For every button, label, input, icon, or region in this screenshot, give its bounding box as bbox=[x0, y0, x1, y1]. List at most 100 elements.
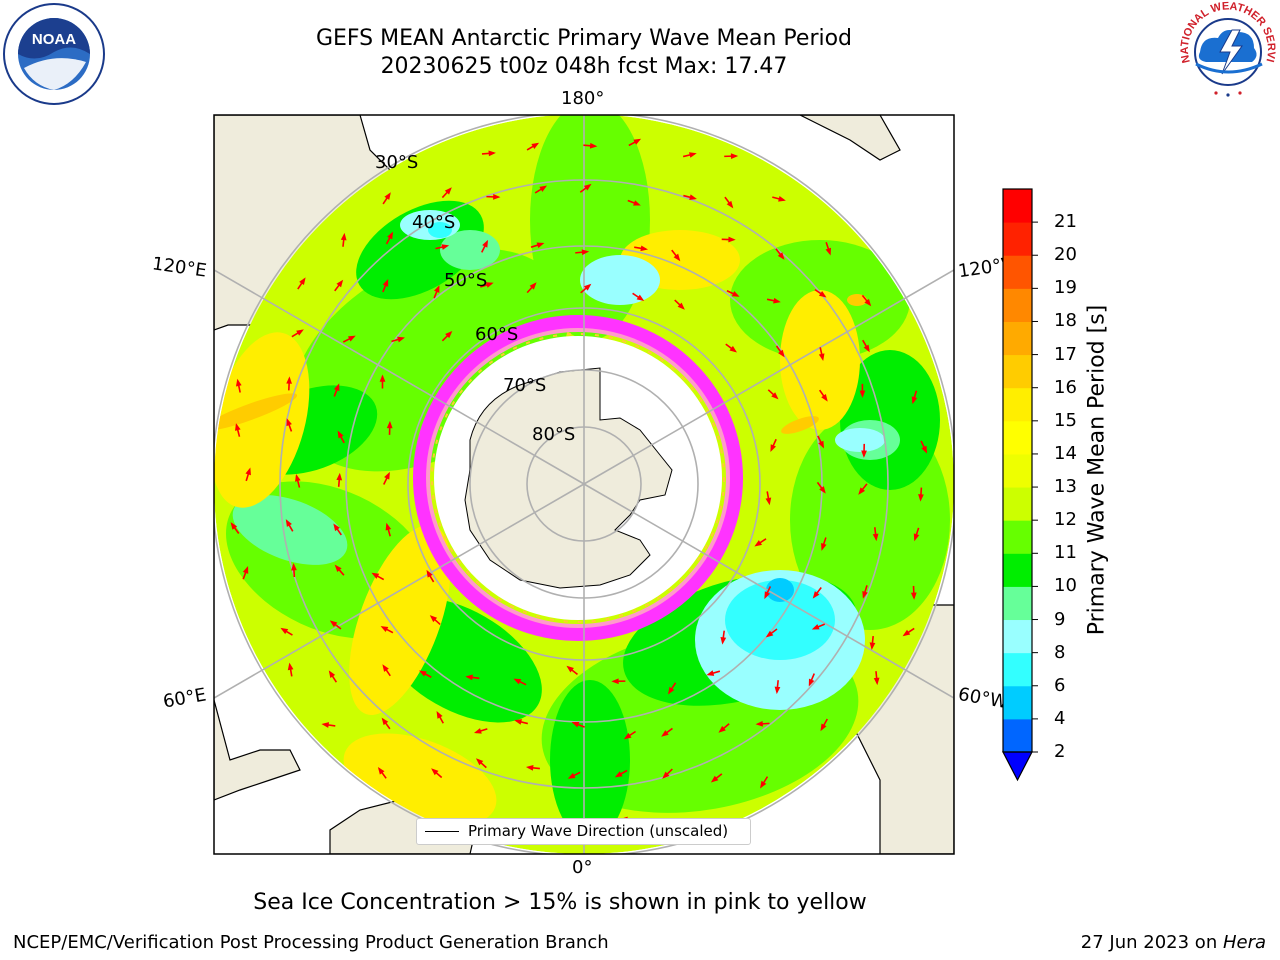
colorbar-tick-label: 20 bbox=[1054, 244, 1077, 266]
wave-arrow bbox=[682, 152, 697, 158]
wave-arrow bbox=[475, 758, 487, 769]
wave-arrow bbox=[760, 776, 769, 789]
wave-arrow bbox=[634, 245, 649, 252]
wave-arrow bbox=[245, 467, 251, 482]
wave-arrow bbox=[667, 682, 677, 695]
noaa-logo-text: NOAA bbox=[32, 31, 76, 48]
wave-arrow bbox=[435, 244, 450, 250]
lon-label-0: 0° bbox=[572, 857, 593, 878]
wave-arrow bbox=[910, 585, 917, 600]
wave-arrow bbox=[571, 721, 585, 728]
colorbar-tick-label: 17 bbox=[1054, 343, 1077, 365]
wave-arrow bbox=[820, 718, 828, 732]
colorbar-cell bbox=[1003, 321, 1032, 356]
lon-label-180: 180° bbox=[561, 88, 605, 109]
map-legend: Primary Wave Direction (unscaled) bbox=[416, 818, 751, 845]
wave-arrow bbox=[671, 249, 681, 262]
wave-arrow bbox=[235, 378, 242, 393]
date-prefix: 27 Jun 2023 on bbox=[1080, 932, 1223, 953]
wave-arrow bbox=[765, 628, 778, 638]
wave-arrow bbox=[534, 185, 548, 194]
wave-arrow bbox=[579, 183, 592, 193]
wave-arrow bbox=[383, 471, 390, 485]
colorbar-tick-label: 18 bbox=[1054, 310, 1077, 332]
wave-arrow bbox=[766, 297, 781, 304]
colorbar-extend bbox=[1002, 751, 1033, 782]
colorbar-tick-label: 2 bbox=[1054, 741, 1066, 762]
chart-title: GEFS MEAN Antarctic Primary Wave Mean Pe… bbox=[315, 26, 853, 51]
wave-arrow bbox=[334, 279, 344, 292]
colorbar-cell bbox=[1003, 420, 1032, 455]
legend-line bbox=[425, 831, 459, 832]
colorbar-tick-label: 19 bbox=[1054, 277, 1077, 299]
wave-arrow bbox=[628, 138, 642, 147]
wave-arrow bbox=[721, 236, 736, 243]
colorbar-cell bbox=[1003, 354, 1032, 389]
wave-arrow bbox=[661, 727, 673, 737]
wave-arrow bbox=[285, 519, 294, 532]
wave-arrow bbox=[811, 623, 826, 630]
wave-arrow bbox=[814, 288, 827, 298]
wave-arrow bbox=[385, 231, 394, 245]
colorbar-cell bbox=[1003, 652, 1032, 687]
wave-arrow bbox=[580, 283, 592, 294]
wave-arrow bbox=[775, 345, 785, 358]
wave-arrow bbox=[525, 765, 540, 771]
machine-name: Hera bbox=[1222, 932, 1266, 953]
wave-arrow bbox=[774, 680, 781, 695]
wave-arrow bbox=[433, 285, 440, 299]
wave-arrow bbox=[662, 768, 673, 779]
colorbar-cell bbox=[1003, 619, 1032, 654]
chart-subtitle: 20230625 t00z 048h fcst Max: 17.47 bbox=[380, 54, 788, 79]
wave-arrow bbox=[441, 330, 453, 342]
wave-arrow bbox=[333, 523, 342, 536]
wave-arrow bbox=[764, 586, 772, 600]
wave-arrow bbox=[295, 473, 301, 488]
colorbar-tick-label: 11 bbox=[1054, 542, 1077, 564]
wave-arrow bbox=[486, 193, 501, 200]
wave-arrow bbox=[526, 282, 537, 294]
colorbar-cell bbox=[1003, 685, 1032, 720]
colorbar-tick-label: 12 bbox=[1054, 509, 1077, 531]
wave-arrow bbox=[431, 768, 443, 779]
lat-label-30s: 30°S bbox=[375, 152, 419, 173]
wave-arrow bbox=[614, 769, 628, 778]
wave-arrow bbox=[230, 522, 240, 534]
wave-arrow bbox=[391, 336, 405, 343]
wave-arrow bbox=[632, 292, 645, 302]
wave-arrow bbox=[710, 773, 723, 783]
wave-arrow bbox=[436, 710, 444, 724]
wave-arrow bbox=[818, 389, 828, 402]
legend-label: Primary Wave Direction (unscaled) bbox=[468, 822, 729, 840]
wave-arrow bbox=[920, 440, 928, 454]
wave-arrow bbox=[419, 670, 432, 678]
colorbar-cell bbox=[1003, 586, 1032, 621]
wave-arrow bbox=[772, 196, 786, 202]
wave-arrow bbox=[862, 339, 870, 353]
wave-arrow bbox=[755, 720, 770, 727]
wave-arrow bbox=[426, 569, 435, 583]
wave-arrow bbox=[767, 389, 779, 400]
wave-arrow bbox=[770, 438, 777, 453]
wave-arrow bbox=[286, 376, 292, 391]
wave-arrow bbox=[861, 294, 872, 307]
wave-arrow bbox=[808, 673, 815, 687]
wave-arrow bbox=[623, 730, 636, 740]
colorbar-tick-label: 8 bbox=[1054, 641, 1066, 663]
noaa-logo-icon: NOAA bbox=[3, 3, 105, 105]
wave-arrow bbox=[567, 771, 581, 779]
wave-arrow bbox=[291, 329, 304, 338]
wave-arrow bbox=[566, 665, 578, 675]
wave-arrow bbox=[385, 522, 392, 537]
wave-arrow bbox=[724, 153, 739, 160]
wave-arrow bbox=[706, 670, 721, 676]
wave-arrow bbox=[526, 142, 540, 151]
wave-arrow bbox=[334, 564, 345, 576]
wave-arrow bbox=[340, 232, 347, 247]
nws-logo-icon: NATIONAL WEATHER SERVICE bbox=[1176, 0, 1277, 100]
colorbar-label: Primary Wave Mean Period [s] bbox=[1084, 304, 1110, 636]
wave-arrow bbox=[379, 374, 386, 389]
wave-arrow bbox=[821, 537, 827, 551]
lat-label-80s: 80°S bbox=[532, 424, 576, 445]
